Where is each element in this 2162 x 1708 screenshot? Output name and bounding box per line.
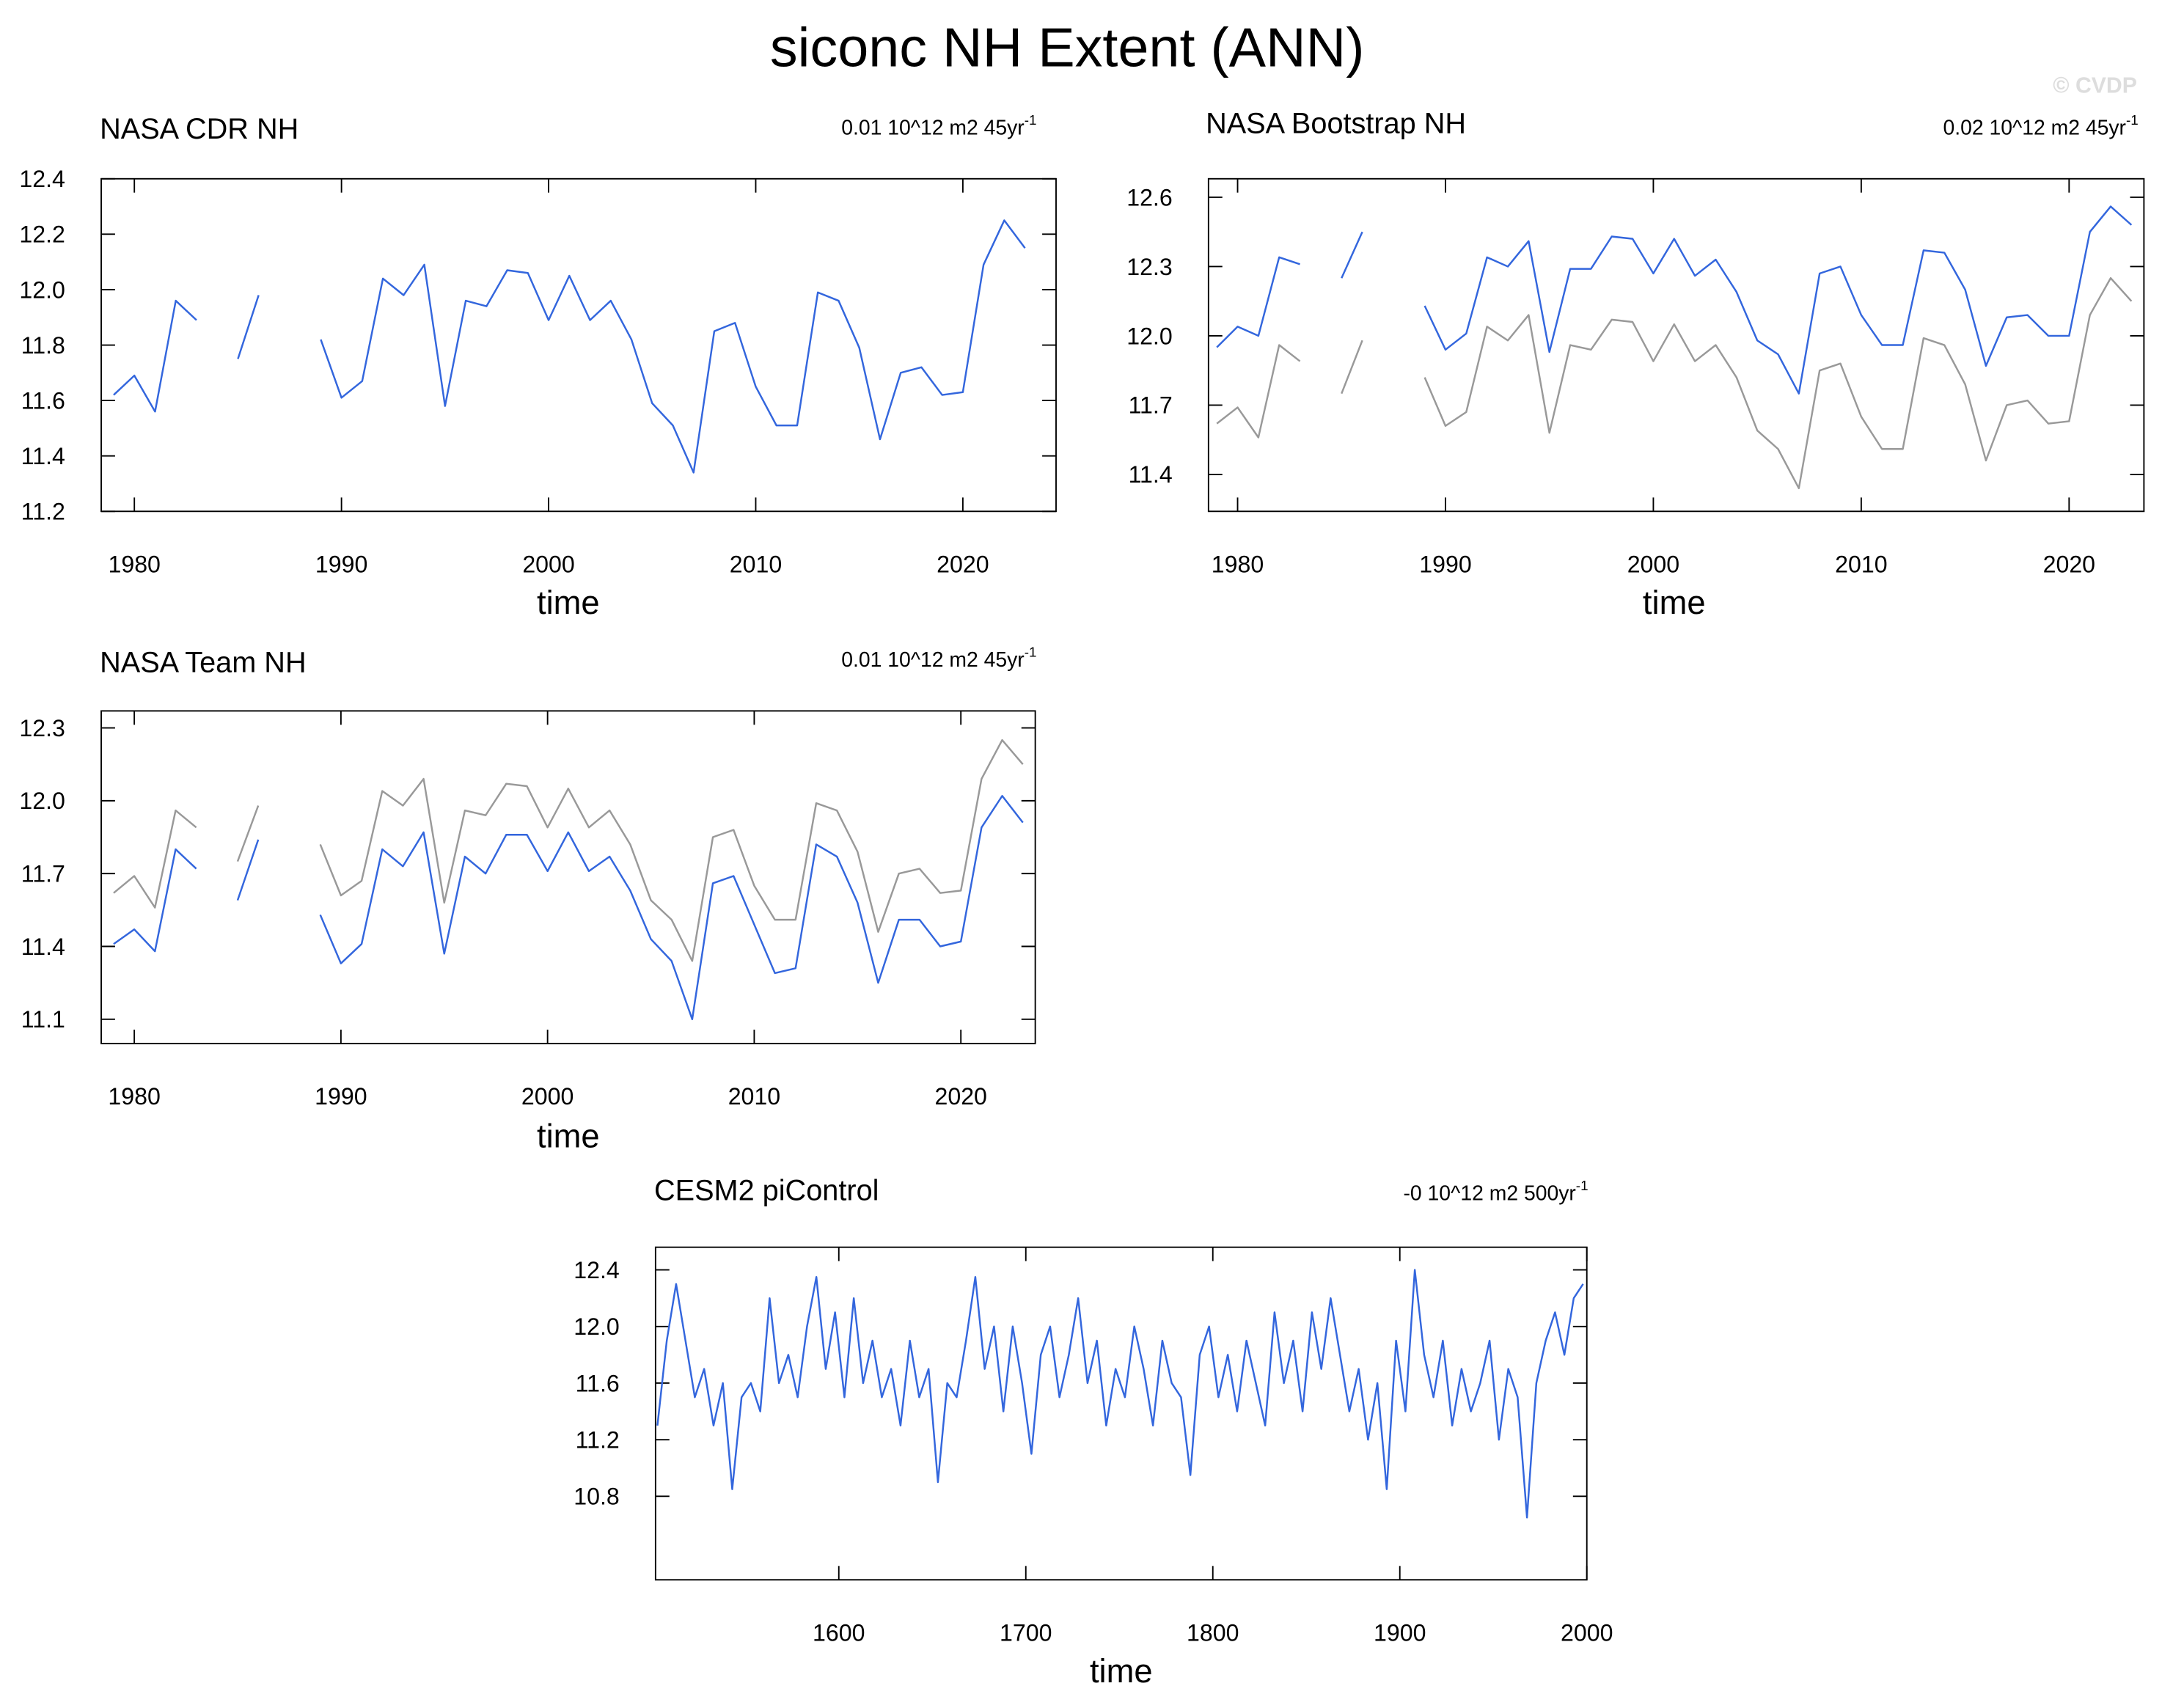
data-line [113,738,1024,962]
y-tick-label: 10.8 [574,1484,620,1510]
y-tick-label: 11.6 [21,387,65,414]
plot-frame [654,1246,1588,1581]
x-axis-label: time [1643,584,1706,621]
y-tick-label: 11.4 [21,443,65,469]
x-tick-label: 2000 [1627,551,1679,577]
panel-title: CESM2 piControl [654,1174,879,1206]
y-tick-label: 12.3 [1126,254,1173,280]
plot-frame [1207,177,2145,513]
data-line [1216,276,2133,490]
trend-exponent: -1 [1025,113,1037,128]
panel-title: NASA Bootstrap NH [1206,107,1466,139]
data-line [656,1269,1584,1519]
trend-text: 0.01 10^12 m2 45yr [841,648,1025,672]
x-tick-label: 1700 [1000,1619,1052,1646]
x-tick-label: 2010 [730,551,782,577]
x-tick-label: 1600 [813,1619,865,1646]
x-tick-label: 1990 [315,1083,367,1110]
x-tick-label: 1990 [1419,551,1471,577]
trend-text: 0.01 10^12 m2 45yr [841,116,1025,139]
y-tick-label: 12.6 [1126,184,1173,210]
x-tick-label: 2000 [521,1083,574,1110]
panel: NASA Bootstrap NH 0.02 10^12 m2 45yr-1 tim… [1126,107,2145,621]
y-tick-label: 11.8 [21,332,65,359]
x-tick-label: 1980 [108,551,160,577]
trend-exponent: -1 [2126,113,2139,128]
panel: NASA Team NH 0.01 10^12 m2 45yr-1 time 11.1… [19,645,1036,1155]
y-tick-label: 11.7 [1129,392,1173,419]
panel-title: NASA CDR NH [100,113,298,145]
x-tick-label: 2010 [728,1083,780,1110]
x-tick-label: 1980 [1212,551,1264,577]
trend-label: 0.01 10^12 m2 45yr-1 [841,113,1036,139]
y-tick-label: 12.4 [19,166,65,192]
trend-exponent: -1 [1025,645,1037,661]
figure-title: siconc NH Extent (ANN) [770,18,1365,79]
plot-frame [100,177,1057,513]
data-line [113,795,1024,1021]
y-tick-label: 12.0 [19,788,65,814]
data-line [1216,205,2133,395]
watermark: © CVDP [2053,74,2137,98]
y-tick-label: 12.4 [574,1257,620,1283]
y-tick-label: 11.6 [576,1370,620,1396]
y-tick-label: 12.0 [574,1313,620,1340]
y-tick-label: 11.7 [21,861,65,887]
x-tick-label: 2000 [522,551,574,577]
x-tick-label: 2020 [2043,551,2095,577]
y-tick-label: 11.4 [21,934,65,960]
x-tick-label: 2000 [1561,1619,1613,1646]
panel: NASA CDR NH 0.01 10^12 m2 45yr-1 time 11.2 1… [19,113,1057,621]
x-axis-label: time [537,1118,600,1155]
x-tick-label: 2010 [1835,551,1887,577]
data-line [113,219,1026,474]
panel: CESM2 piControl -0 10^12 m2 500yr-1 time 10… [574,1174,1613,1690]
y-tick-label: 11.2 [576,1426,620,1453]
trend-label: 0.02 10^12 m2 45yr-1 [1943,113,2138,139]
y-tick-label: 11.2 [21,499,65,525]
y-tick-label: 12.3 [19,715,65,741]
y-tick-label: 12.0 [1126,323,1173,349]
x-axis-label: time [537,584,600,621]
y-tick-label: 12.2 [19,221,65,248]
trend-exponent: -1 [1576,1179,1588,1194]
x-axis-label: time [1090,1652,1153,1690]
x-tick-label: 1990 [315,551,367,577]
trend-text: -0 10^12 m2 500yr [1403,1181,1575,1205]
x-tick-label: 1900 [1374,1619,1426,1646]
y-tick-label: 11.4 [1129,461,1173,488]
trend-label: -0 10^12 m2 500yr-1 [1403,1179,1588,1205]
y-tick-label: 12.0 [19,276,65,303]
x-tick-label: 1800 [1187,1619,1239,1646]
panel-title: NASA Team NH [100,646,306,678]
plot-frame [100,710,1036,1044]
trend-label: 0.01 10^12 m2 45yr-1 [841,645,1036,672]
x-tick-label: 2020 [937,551,989,577]
trend-text: 0.02 10^12 m2 45yr [1943,116,2126,139]
x-tick-label: 1980 [108,1083,160,1110]
y-tick-label: 11.1 [21,1006,65,1033]
x-tick-label: 2020 [934,1083,986,1110]
